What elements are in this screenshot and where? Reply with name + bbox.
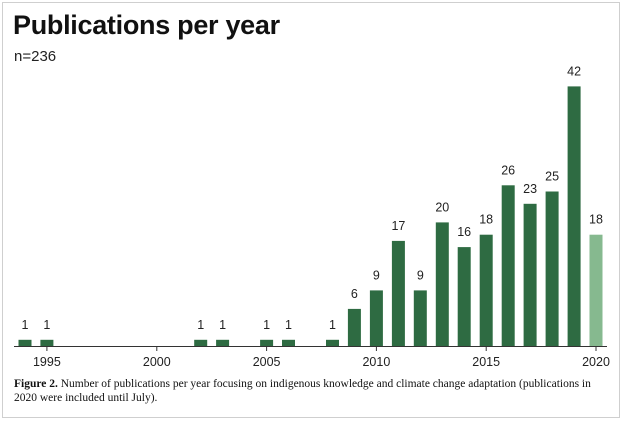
caption-text: Number of publications per year focusing… <box>14 378 591 404</box>
chart-title: Publications per year <box>13 10 280 40</box>
bar-2003 <box>216 339 230 346</box>
bar-1995 <box>40 339 54 346</box>
bar-value-label-2017: 23 <box>523 182 537 196</box>
bar-value-label-2006: 1 <box>285 318 292 332</box>
bar-value-label-2005: 1 <box>263 318 270 332</box>
bar-value-label-2011: 17 <box>391 219 405 233</box>
bar-2019 <box>567 86 581 347</box>
bar-1994 <box>18 339 32 346</box>
bar-value-label-2009: 6 <box>351 287 358 301</box>
chart-subtitle: n=236 <box>14 48 57 65</box>
bar-value-label-2008: 1 <box>329 318 336 332</box>
bar-value-label-2012: 9 <box>417 268 424 282</box>
x-tick-label-1995: 1995 <box>33 355 61 369</box>
bar-value-label-2010: 9 <box>373 268 380 282</box>
bar-value-label-2019: 42 <box>567 64 581 78</box>
bar-value-label-2003: 1 <box>219 318 226 332</box>
figure-frame <box>2 2 620 418</box>
bar-2006 <box>282 339 295 346</box>
figure-caption: Figure 2. Number of publications per yea… <box>14 377 608 405</box>
bar-2009 <box>347 308 361 346</box>
bar-value-label-2013: 20 <box>435 200 449 214</box>
x-tick-label-2000: 2000 <box>143 355 171 369</box>
bar-2013 <box>435 222 449 346</box>
bar-2005 <box>260 339 274 346</box>
bar-2018 <box>545 191 559 346</box>
bar-2020 <box>589 234 603 346</box>
bar-2015 <box>479 234 493 346</box>
bar-2010 <box>369 290 383 346</box>
x-tick-label-2020: 2020 <box>582 355 610 369</box>
bar-value-label-1994: 1 <box>22 318 29 332</box>
bar-value-label-1995: 1 <box>43 318 50 332</box>
bar-value-label-2016: 26 <box>501 163 515 177</box>
bar-value-label-2015: 18 <box>479 213 493 227</box>
bar-2012 <box>413 290 427 346</box>
bar-value-label-2014: 16 <box>457 225 471 239</box>
bar-2002 <box>194 339 208 346</box>
bar-value-label-2020: 18 <box>589 213 603 227</box>
bar-2008 <box>326 339 339 346</box>
bar-2016 <box>501 185 515 346</box>
bar-value-label-2002: 1 <box>197 318 204 332</box>
bar-2017 <box>523 203 537 346</box>
x-tick-label-2010: 2010 <box>362 355 390 369</box>
x-tick-label-2005: 2005 <box>253 355 281 369</box>
bar-2011 <box>391 240 405 346</box>
bar-value-label-2018: 25 <box>545 170 559 184</box>
x-tick-label-2015: 2015 <box>472 355 500 369</box>
caption-label: Figure 2. <box>14 378 58 390</box>
bar-2014 <box>457 247 471 346</box>
